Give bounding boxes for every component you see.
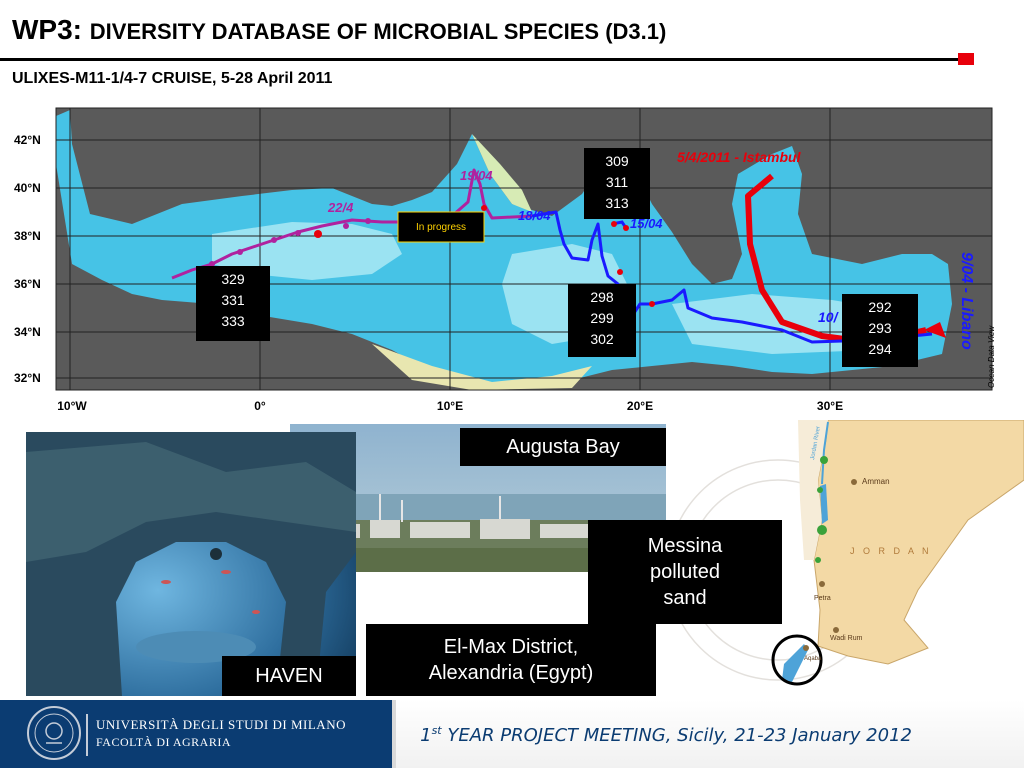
title-main: DIVERSITY DATABASE OF MICROBIAL SPECIES …: [89, 19, 667, 44]
place-petra: Petra: [814, 595, 831, 602]
station-number: 309: [605, 153, 629, 169]
label-istambul: 5/4/2011 - Istambul: [677, 149, 802, 165]
place-aqaba: Aqaba: [804, 656, 822, 662]
lon-label: 10°E: [437, 399, 463, 413]
jordan-river-label: Jordan River: [810, 426, 822, 461]
lat-label: 32°N: [14, 371, 41, 385]
footer-logo-rule: [86, 714, 88, 756]
map-credit: Ocean Data View: [987, 325, 996, 388]
wreck-texture: [26, 442, 356, 562]
title-underline: [0, 58, 962, 61]
label-19-04: 19/04: [460, 168, 493, 183]
station-box-292: 292 293 294: [842, 294, 918, 367]
diver-icon: [210, 548, 222, 560]
title-accent-square: [958, 53, 974, 65]
station-number: 294: [868, 341, 892, 357]
station-number: 311: [605, 174, 629, 190]
station-markers: [314, 205, 655, 307]
lon-label: 0°: [254, 399, 266, 413]
label-22-4: 22/4: [327, 200, 354, 215]
university-seal-icon: [27, 706, 81, 760]
label-libano: 9/04 - Libano: [958, 252, 975, 350]
slide-subtitle: ULIXES-M11-1/4-7 CRUISE, 5-28 April 2011: [12, 70, 333, 87]
station-number: 298: [590, 289, 614, 305]
in-progress-box: [397, 211, 485, 243]
station-number: 329: [221, 271, 245, 287]
purple-markers: [209, 218, 371, 267]
meeting-rest: YEAR PROJECT MEETING, Sicily, 21-23 Janu…: [441, 725, 912, 746]
haven-wreck-photo: [26, 432, 356, 696]
caption-augusta-bay: Augusta Bay: [460, 428, 666, 466]
place-amman: Amman: [862, 477, 890, 486]
slide-title: WP3: DIVERSITY DATABASE OF MICROBIAL SPE…: [12, 14, 666, 46]
station-number: 313: [605, 195, 629, 211]
station-box-298: 298 299 302: [568, 284, 636, 357]
meeting-title: 1st YEAR PROJECT MEETING, Sicily, 21-23 …: [396, 724, 912, 746]
messina-line: polluted: [649, 561, 721, 583]
university-name: UNIVERSITÀ DEGLI STUDI DI MILANO: [96, 717, 346, 732]
messina-line: Messina: [647, 535, 723, 557]
river-valley-marks: [815, 456, 828, 563]
country-label: J O R D A N: [850, 546, 932, 556]
footer-meeting-band: [396, 700, 1024, 768]
meeting-ordinal: 1: [420, 725, 432, 746]
title-prefix: WP3:: [12, 14, 82, 45]
lat-label: 38°N: [14, 229, 41, 243]
messina-line: sand: [663, 587, 707, 609]
label-10-04: 10/: [818, 309, 840, 325]
label-18-04: 18/04: [518, 208, 551, 223]
station-box-329: 329 331 333: [196, 266, 270, 341]
station-number: 302: [590, 331, 614, 347]
route-purple: [171, 168, 533, 280]
fish-marks: [161, 570, 260, 614]
station-number: 299: [590, 310, 614, 326]
station-number: 293: [868, 320, 892, 336]
elmax-line: El-Max District,: [443, 636, 579, 658]
lon-label: 20°E: [627, 399, 653, 413]
lon-label: 10°W: [57, 399, 87, 413]
dead-sea-icon: [820, 484, 828, 524]
lat-label: 42°N: [14, 133, 41, 147]
lat-label: 36°N: [14, 277, 41, 291]
label-15-04: 15/04: [630, 216, 663, 231]
caption-haven: HAVEN: [222, 656, 356, 696]
libano-arrow-icon: [924, 322, 946, 338]
in-progress-label: In progress: [416, 222, 466, 233]
jordan-labels: Amman Petra Wadi Rum Aqaba J O R D A N J…: [804, 426, 932, 662]
shelf-adriatic: [472, 134, 532, 212]
station-box-309: 309 311 313: [584, 148, 650, 219]
aqaba-highlight-circle: [771, 634, 823, 686]
caption-el-max: El-Max District, Alexandria (Egypt): [366, 624, 656, 696]
footer-divider: [392, 700, 396, 768]
city-markers: [803, 479, 857, 651]
meeting-suffix: st: [431, 724, 442, 737]
station-number: 292: [868, 299, 892, 315]
station-number: 331: [221, 292, 245, 308]
jordan-river-icon: [821, 421, 829, 485]
lat-axis: 42°N 40°N 38°N 36°N 34°N 32°N: [14, 133, 41, 385]
lat-label: 40°N: [14, 181, 41, 195]
gulf-of-aqaba-icon: [782, 644, 808, 682]
place-wadi-rum: Wadi Rum: [830, 635, 863, 642]
lat-label: 34°N: [14, 325, 41, 339]
lon-label: 30°E: [817, 399, 843, 413]
lon-axis: 10°W 0° 10°E 20°E 30°E: [57, 399, 843, 413]
chimneys: [379, 494, 501, 522]
west-bank-territory: [798, 420, 828, 560]
elmax-line: Alexandria (Egypt): [428, 662, 594, 684]
seabed-light: [136, 631, 256, 663]
station-number: 333: [221, 313, 245, 329]
cruise-route-map: 5/4/2011 - Istambul 9/04 - Libano 10/ 15…: [12, 104, 998, 420]
caption-messina: Messina polluted sand: [588, 520, 782, 624]
faculty-name: FACOLTÀ DI AGRARIA: [96, 735, 232, 749]
